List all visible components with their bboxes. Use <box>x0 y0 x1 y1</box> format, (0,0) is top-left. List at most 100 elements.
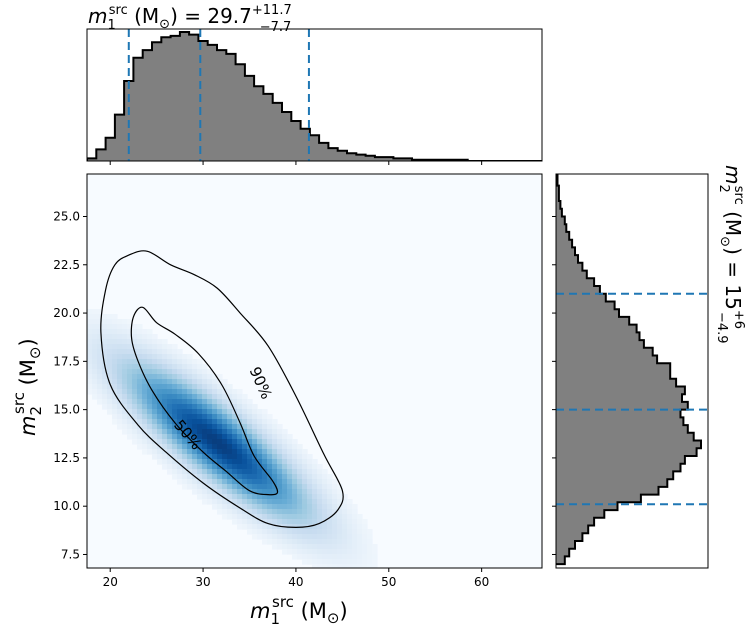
density-cell <box>272 534 278 540</box>
density-cell <box>187 414 193 420</box>
density-cell <box>102 319 108 325</box>
density-cell <box>127 424 133 430</box>
density-cell <box>172 469 178 475</box>
density-cell <box>232 454 238 460</box>
density-cell <box>162 344 168 350</box>
density-cell <box>337 489 343 495</box>
density-cell <box>357 519 363 525</box>
density-cell <box>227 469 233 475</box>
density-cell <box>327 539 333 545</box>
density-cell <box>287 534 293 540</box>
density-cell <box>367 539 373 545</box>
density-cell <box>182 449 188 455</box>
density-cell <box>202 439 208 445</box>
density-cell <box>202 449 208 455</box>
density-cell <box>117 389 123 395</box>
density-cell <box>177 449 183 455</box>
density-cell <box>252 474 258 480</box>
density-cell <box>292 534 298 540</box>
density-cell <box>102 339 108 345</box>
density-cell <box>197 399 203 405</box>
density-cell <box>92 324 98 330</box>
density-cell <box>212 409 218 415</box>
density-cell <box>322 554 328 560</box>
density-cell <box>167 424 173 430</box>
density-cell <box>92 329 98 335</box>
density-cell <box>267 534 273 540</box>
density-cell <box>292 469 298 475</box>
density-cell <box>147 444 153 450</box>
density-cell <box>157 349 163 355</box>
density-cell <box>147 349 153 355</box>
density-cell <box>137 404 143 410</box>
density-cell <box>307 519 313 525</box>
density-cell <box>232 504 238 510</box>
density-cell <box>212 449 218 455</box>
density-cell <box>207 399 213 405</box>
density-cell <box>172 344 178 350</box>
density-cell <box>327 474 333 480</box>
density-cell <box>177 454 183 460</box>
density-cell <box>272 489 278 495</box>
density-cell <box>272 459 278 465</box>
density-cell <box>137 399 143 405</box>
density-cell <box>177 434 183 440</box>
density-cell <box>107 319 113 325</box>
density-cell <box>157 424 163 430</box>
density-cell <box>257 504 263 510</box>
density-cell <box>282 479 288 485</box>
density-cell <box>172 349 178 355</box>
density-cell <box>187 439 193 445</box>
density-cell <box>357 539 363 545</box>
density-cell <box>172 434 178 440</box>
density-cell <box>327 479 333 485</box>
density-cell <box>227 409 233 415</box>
density-cell <box>337 499 343 505</box>
density-cell <box>237 504 243 510</box>
density-cell <box>222 479 228 485</box>
density-cell <box>322 474 328 480</box>
density-cell <box>312 559 318 565</box>
density-cell <box>302 494 308 500</box>
density-cell <box>177 419 183 425</box>
density-cell <box>152 374 158 380</box>
density-cell <box>297 489 303 495</box>
density-cell <box>202 389 208 395</box>
density-cell <box>247 414 253 420</box>
density-cell <box>267 414 273 420</box>
density-cell <box>262 474 268 480</box>
density-cell <box>127 364 133 370</box>
density-cell <box>87 339 93 345</box>
density-cell <box>212 439 218 445</box>
density-cell <box>217 474 223 480</box>
density-cell <box>137 414 143 420</box>
density-cell <box>317 539 323 545</box>
density-cell <box>192 419 198 425</box>
density-cell <box>112 324 118 330</box>
density-cell <box>242 439 248 445</box>
density-cell <box>267 454 273 460</box>
density-cell <box>187 399 193 405</box>
density-cell <box>257 444 263 450</box>
density-cell <box>327 559 333 565</box>
density-cell <box>237 499 243 505</box>
density-cell <box>207 489 213 495</box>
density-cell <box>282 529 288 535</box>
density-cell <box>307 469 313 475</box>
density-cell <box>192 479 198 485</box>
density-cell <box>267 489 273 495</box>
density-cell <box>287 549 293 555</box>
density-cell <box>247 474 253 480</box>
density-cell <box>247 509 253 515</box>
density-cell <box>337 524 343 530</box>
density-cell <box>237 519 243 525</box>
density-cell <box>242 474 248 480</box>
density-cell <box>172 384 178 390</box>
density-cell <box>297 509 303 515</box>
density-cell <box>182 479 188 485</box>
density-cell <box>102 349 108 355</box>
density-cell <box>252 419 258 425</box>
density-cell <box>187 374 193 380</box>
density-cell <box>192 379 198 385</box>
density-cell <box>177 404 183 410</box>
